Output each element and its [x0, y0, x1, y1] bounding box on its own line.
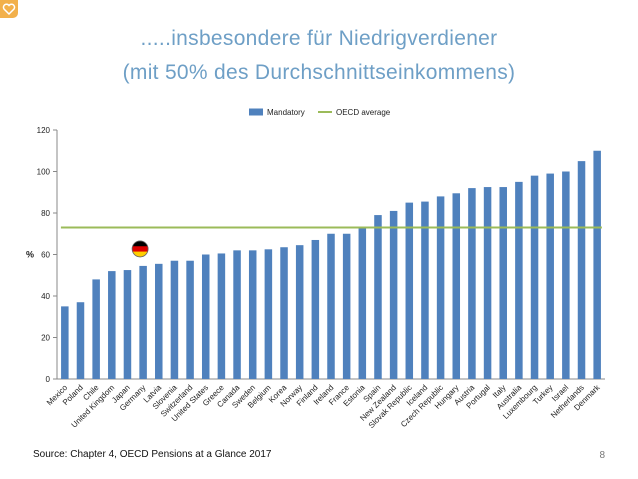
- y-tick-label: 60: [41, 251, 50, 260]
- y-tick-label: 20: [41, 334, 50, 343]
- bar-spain: [374, 215, 382, 379]
- german-flag-icon: [132, 240, 149, 257]
- bar-australia: [515, 181, 523, 379]
- bar-new-zealand: [389, 210, 398, 379]
- bar-estonia: [358, 227, 367, 379]
- bar-belgium: [264, 249, 273, 379]
- bar-slovenia: [170, 260, 179, 379]
- source-note: Source: Chapter 4, OECD Pensions at a Gl…: [33, 449, 272, 460]
- bar-luxembourg: [530, 175, 539, 379]
- bar-ireland: [327, 233, 335, 379]
- bar-czech-republic: [436, 196, 445, 379]
- slide-title-line-1: .....insbesondere für Niedrigverdiener: [140, 27, 498, 50]
- page-number: 8: [599, 450, 605, 461]
- y-tick-label: 80: [41, 209, 50, 218]
- bar-greece: [217, 253, 226, 379]
- pension-replacement-chart: Mandatory OECD average020406080100120%Mex…: [26, 108, 605, 430]
- bar-france: [342, 233, 351, 379]
- bar-germany: [139, 265, 147, 379]
- bar-chile: [92, 279, 100, 379]
- y-tick-label: 0: [46, 375, 51, 384]
- bar-austria: [468, 188, 476, 379]
- bar-italy: [499, 187, 507, 379]
- bar-sweden: [248, 250, 257, 379]
- bar-israel: [562, 171, 570, 379]
- y-tick-label: 40: [41, 292, 50, 301]
- bar-switzerland: [186, 260, 194, 379]
- bar-united-kingdom: [108, 271, 116, 379]
- slide-title-line-2: (mit 50% des Durchschnittseinkommens): [122, 61, 516, 84]
- bar-portugal: [483, 187, 492, 379]
- bar-japan: [123, 270, 132, 379]
- bar-iceland: [421, 201, 429, 379]
- bar-denmark: [593, 150, 601, 379]
- legend-swatch-mandatory: [249, 108, 263, 116]
- legend-label-oecd-average: OECD average: [336, 108, 391, 117]
- bar-canada: [233, 250, 241, 379]
- bar-latvia: [155, 263, 163, 379]
- german-flag-border: [131, 240, 149, 258]
- heart-icon: [2, 3, 16, 16]
- bar-united-states: [201, 254, 210, 379]
- bar-netherlands: [577, 161, 586, 379]
- bar-hungary: [452, 193, 461, 379]
- bar-norway: [295, 245, 304, 379]
- y-tick-label: 100: [37, 168, 51, 177]
- bar-slovak-republic: [405, 202, 414, 379]
- bar-finland: [311, 239, 320, 379]
- bar-korea: [280, 247, 288, 379]
- legend-label-mandatory: Mandatory: [267, 108, 305, 117]
- y-tick-label: 120: [37, 126, 51, 135]
- bar-poland: [76, 302, 85, 379]
- brand-logo: [0, 0, 18, 18]
- y-axis-label: %: [26, 250, 34, 260]
- bar-mexico: [61, 306, 69, 379]
- bar-turkey: [546, 173, 554, 379]
